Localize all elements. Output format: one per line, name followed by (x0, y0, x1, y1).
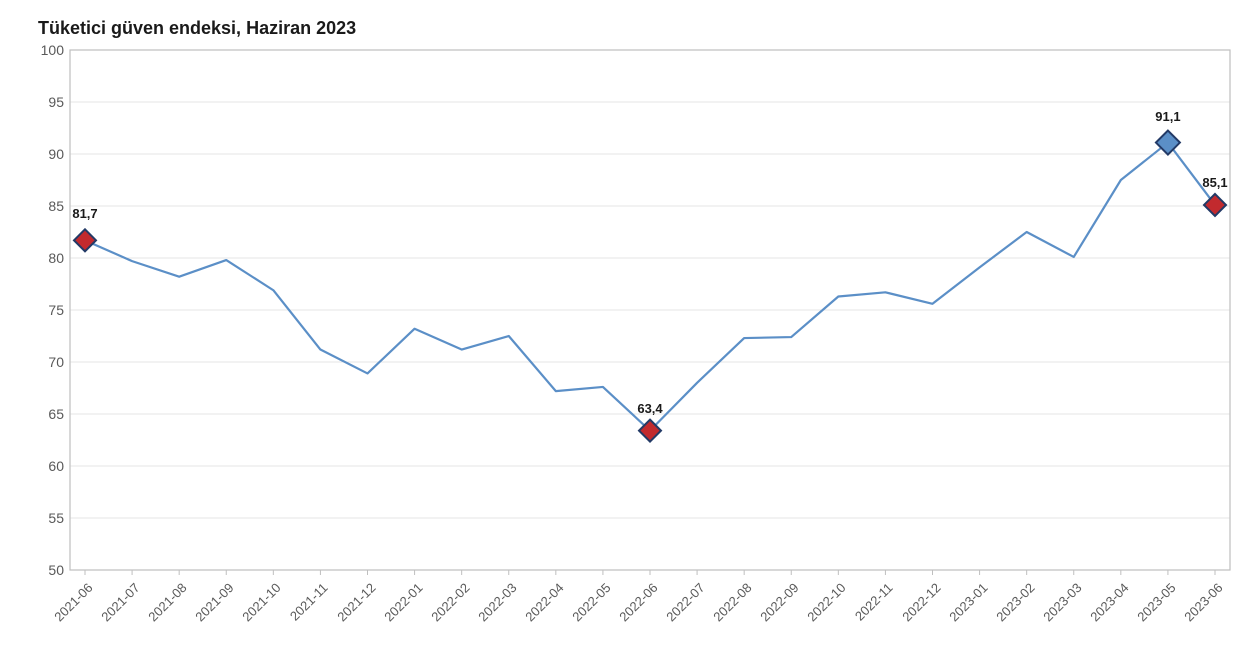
y-tick-label: 90 (36, 146, 64, 162)
y-tick-label: 55 (36, 510, 64, 526)
data-point-label: 63,4 (637, 401, 662, 416)
chart-svg (0, 0, 1255, 660)
data-point-label: 81,7 (72, 206, 97, 221)
data-point-label: 91,1 (1155, 109, 1180, 124)
chart-container: Tüketici güven endeksi, Haziran 2023 50 5… (0, 0, 1255, 660)
y-tick-label: 95 (36, 94, 64, 110)
data-point-label: 85,1 (1202, 175, 1227, 190)
y-tick-label: 50 (36, 562, 64, 578)
y-tick-label: 65 (36, 406, 64, 422)
y-tick-label: 60 (36, 458, 64, 474)
y-tick-label: 100 (36, 42, 64, 58)
y-tick-label: 80 (36, 250, 64, 266)
chart-title: Tüketici güven endeksi, Haziran 2023 (38, 18, 356, 39)
y-tick-label: 70 (36, 354, 64, 370)
y-tick-label: 75 (36, 302, 64, 318)
y-tick-label: 85 (36, 198, 64, 214)
